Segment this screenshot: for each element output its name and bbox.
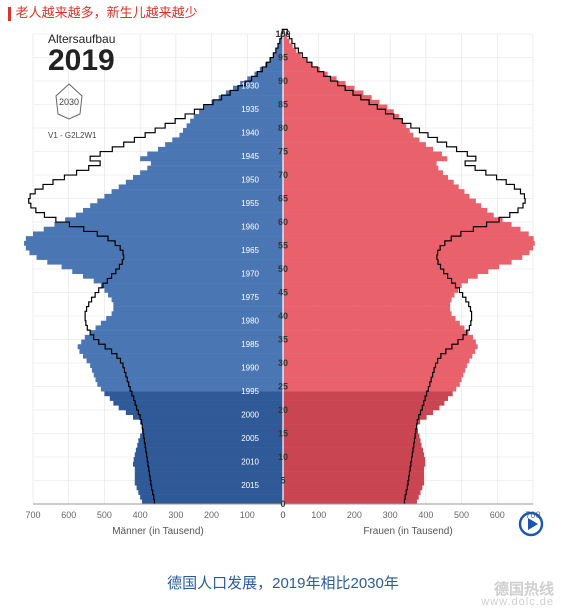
svg-text:500: 500	[97, 510, 112, 520]
chart-title-year: 2019	[48, 46, 115, 76]
svg-text:1955: 1955	[241, 199, 259, 208]
svg-text:2000: 2000	[241, 411, 259, 420]
watermark-brand: 德国热线	[481, 582, 554, 598]
svg-text:500: 500	[454, 510, 469, 520]
play-button[interactable]	[518, 511, 544, 537]
svg-text:400: 400	[418, 510, 433, 520]
svg-text:600: 600	[61, 510, 76, 520]
svg-text:2005: 2005	[241, 434, 259, 443]
headline-text: 老人越来越多，新生儿越来越少	[16, 5, 198, 20]
svg-text:1995: 1995	[241, 387, 259, 396]
headline-accent-bar	[8, 7, 11, 21]
population-pyramid-chart: Altersaufbau 2019 2030 V1 - G2L2W1 00100…	[0, 22, 566, 552]
svg-text:600: 600	[490, 510, 505, 520]
svg-text:1970: 1970	[241, 270, 259, 279]
svg-text:1940: 1940	[241, 129, 259, 138]
svg-text:1980: 1980	[241, 317, 259, 326]
watermark: 德国热线 www.dolc.de	[481, 582, 554, 609]
svg-text:200: 200	[204, 510, 219, 520]
svg-text:Männer (in Tausend): Männer (in Tausend)	[112, 526, 204, 537]
svg-text:1960: 1960	[241, 223, 259, 232]
svg-text:2015: 2015	[241, 481, 259, 490]
svg-text:300: 300	[383, 510, 398, 520]
svg-text:400: 400	[133, 510, 148, 520]
svg-text:100: 100	[311, 510, 326, 520]
svg-text:200: 200	[347, 510, 362, 520]
watermark-url: www.dolc.de	[481, 597, 554, 609]
svg-text:1930: 1930	[241, 82, 259, 91]
svg-text:1975: 1975	[241, 293, 259, 302]
svg-text:0: 0	[280, 510, 285, 520]
svg-text:300: 300	[168, 510, 183, 520]
variant-badge-icon: 2030	[48, 82, 90, 122]
chart-title-block: Altersaufbau 2019 2030 V1 - G2L2W1	[48, 32, 115, 140]
svg-text:2010: 2010	[241, 458, 259, 467]
svg-text:2030: 2030	[59, 97, 79, 107]
svg-text:100: 100	[240, 510, 255, 520]
page-headline: 老人越来越多，新生儿越来越少	[8, 2, 198, 21]
svg-text:1985: 1985	[241, 340, 259, 349]
svg-text:1950: 1950	[241, 176, 259, 185]
svg-text:1990: 1990	[241, 364, 259, 373]
svg-text:700: 700	[25, 510, 40, 520]
svg-text:1935: 1935	[241, 105, 259, 114]
svg-text:1965: 1965	[241, 246, 259, 255]
variant-code: V1 - G2L2W1	[48, 131, 115, 140]
svg-text:Frauen (in Tausend): Frauen (in Tausend)	[363, 526, 452, 537]
svg-text:1945: 1945	[241, 152, 259, 161]
